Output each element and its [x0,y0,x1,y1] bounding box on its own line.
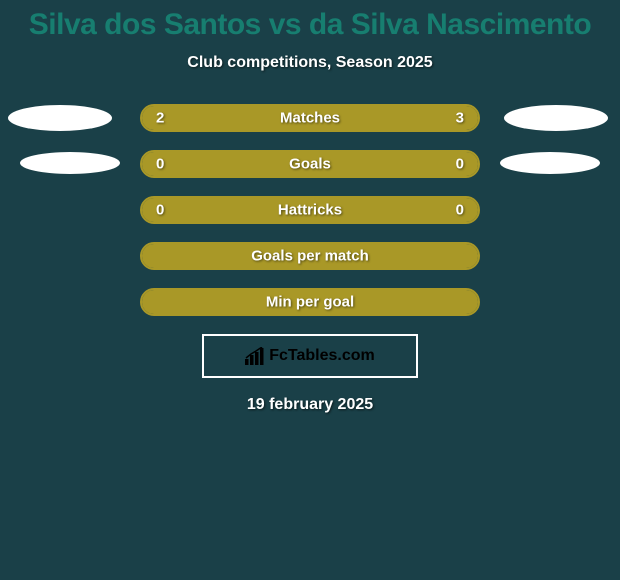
bar-track: 0 0 Goals [140,150,480,178]
bar-label: Goals per match [251,248,369,265]
logo-text: FcTables.com [269,347,375,365]
player-photo-right [500,152,600,174]
player-photo-left [20,152,120,174]
player-photo-right [504,105,608,131]
bar-row: 0 0 Hattricks [0,196,620,224]
bar-track: Min per goal [140,288,480,316]
bar-fill-left [142,152,310,176]
bar-track: Goals per match [140,242,480,270]
fctables-chart-icon [245,347,265,365]
bar-label: Hattricks [278,202,342,219]
bar-label: Min per goal [266,294,354,311]
bar-value-left: 0 [156,202,164,219]
page-title: Silva dos Santos vs da Silva Nascimento [0,8,620,42]
page-subtitle: Club competitions, Season 2025 [0,54,620,72]
bar-value-left: 2 [156,110,164,127]
bar-label: Matches [280,110,340,127]
bar-row: Min per goal [0,288,620,316]
bar-value-left: 0 [156,156,164,173]
bar-row: 0 0 Goals [0,150,620,178]
bar-label: Goals [289,156,331,173]
bar-track: 2 3 Matches [140,104,480,132]
bars-section: 2 3 Matches 0 0 Goals 0 0 Hattricks Goals per mat… [0,104,620,316]
bar-value-right: 0 [456,202,464,219]
bar-row: Goals per match [0,242,620,270]
bar-fill-right [310,152,478,176]
date-text: 19 february 2025 [0,396,620,414]
stats-comparison-container: Silva dos Santos vs da Silva Nascimento … [0,0,620,580]
bar-value-right: 0 [456,156,464,173]
bar-value-right: 3 [456,110,464,127]
bar-row: 2 3 Matches [0,104,620,132]
bar-track: 0 0 Hattricks [140,196,480,224]
player-photo-left [8,105,112,131]
logo-box[interactable]: FcTables.com [202,334,418,378]
